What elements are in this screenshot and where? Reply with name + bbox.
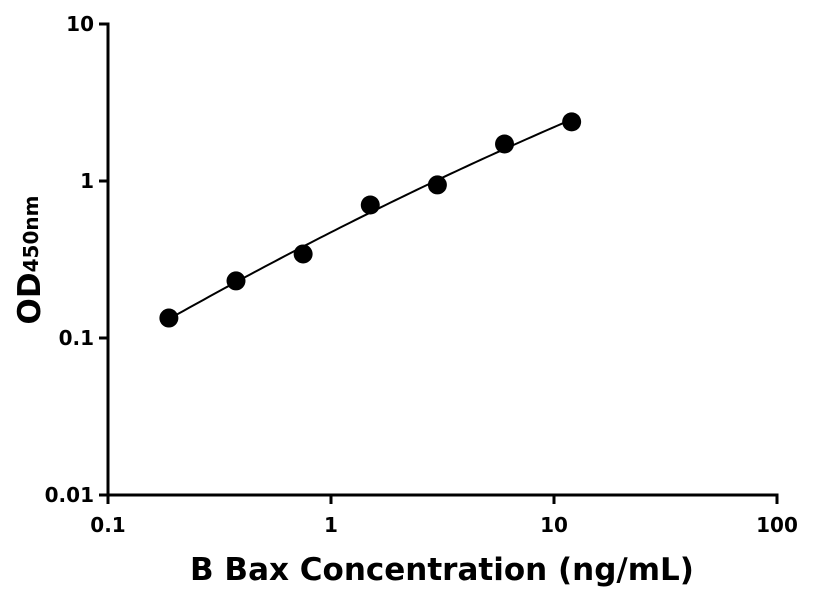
data-point	[427, 175, 447, 195]
x-tick-label: 100	[756, 513, 798, 537]
y-axis-title-main: OD	[12, 272, 48, 324]
data-point	[360, 195, 380, 215]
y-tick-label: 1	[80, 169, 94, 193]
data-point	[226, 271, 246, 291]
y-tick-label: 10	[66, 12, 94, 36]
y-axis-title-sub: 450nm	[19, 196, 43, 273]
x-tick-label: 1	[324, 513, 338, 537]
data-point	[159, 308, 179, 328]
x-tick-label: 0.1	[90, 513, 125, 537]
y-tick-label: 0.1	[59, 326, 94, 350]
data-point	[562, 112, 582, 132]
y-tick-label: 0.01	[45, 483, 94, 507]
y-axis-title: OD450nm	[12, 196, 48, 325]
x-axis-title: B Bax Concentration (ng/mL)	[190, 552, 694, 588]
data-point	[495, 134, 515, 154]
data-point	[293, 244, 313, 264]
x-tick-label: 10	[540, 513, 568, 537]
